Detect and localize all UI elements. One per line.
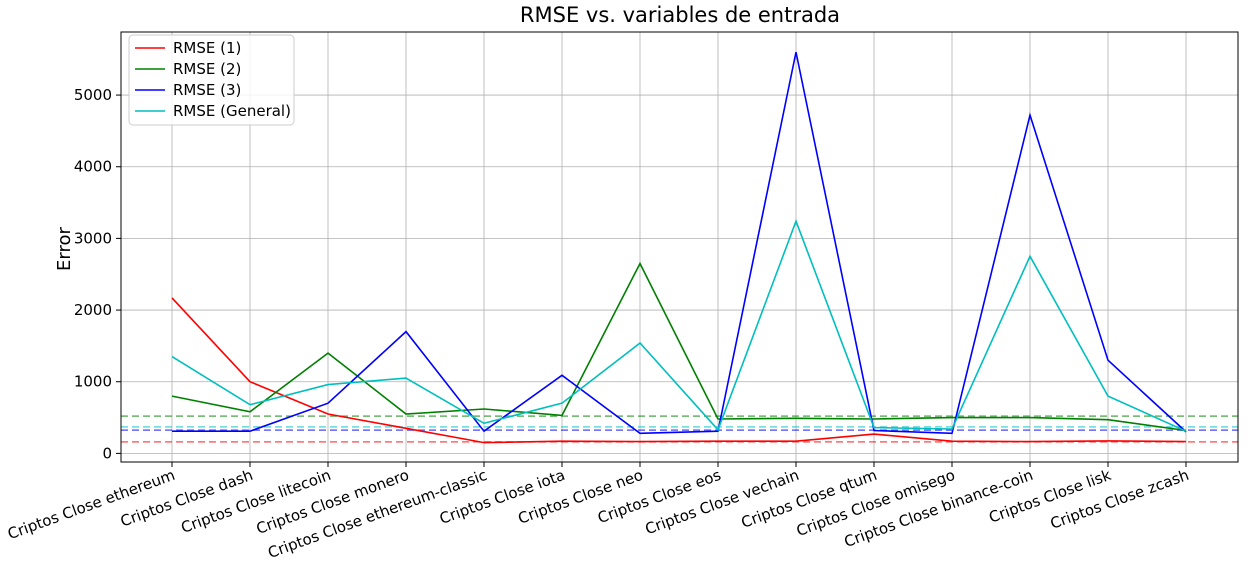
series-line bbox=[171, 297, 1187, 444]
grid-layer bbox=[121, 32, 1238, 462]
reference-lines bbox=[121, 415, 1238, 443]
legend: RMSE (1) RMSE (2) RMSE (3) RMSE (General) bbox=[128, 34, 295, 126]
y-tick-label: 2000 bbox=[74, 301, 112, 319]
chart-title: RMSE vs. variables de entrada bbox=[520, 3, 840, 27]
series-line bbox=[172, 51, 1187, 435]
x-tick-label: Criptos Close zcash bbox=[1048, 466, 1192, 533]
series-layer bbox=[171, 51, 1187, 444]
plot-frame bbox=[120, 31, 1239, 463]
y-tick-label: 0 bbox=[102, 444, 112, 462]
y-tick-label: 3000 bbox=[74, 229, 112, 247]
legend-label: RMSE (1) bbox=[173, 39, 241, 57]
legend-box bbox=[128, 34, 295, 126]
series-line bbox=[171, 261, 1187, 432]
series-line bbox=[171, 218, 1187, 432]
y-tick-label: 1000 bbox=[74, 373, 112, 391]
y-tick-label: 5000 bbox=[74, 86, 112, 104]
legend-label: RMSE (3) bbox=[173, 81, 241, 99]
y-tick-label: 4000 bbox=[74, 158, 112, 176]
y-axis-label: Error bbox=[54, 226, 75, 270]
legend-label: RMSE (General) bbox=[173, 102, 291, 120]
legend-label: RMSE (2) bbox=[173, 60, 241, 78]
